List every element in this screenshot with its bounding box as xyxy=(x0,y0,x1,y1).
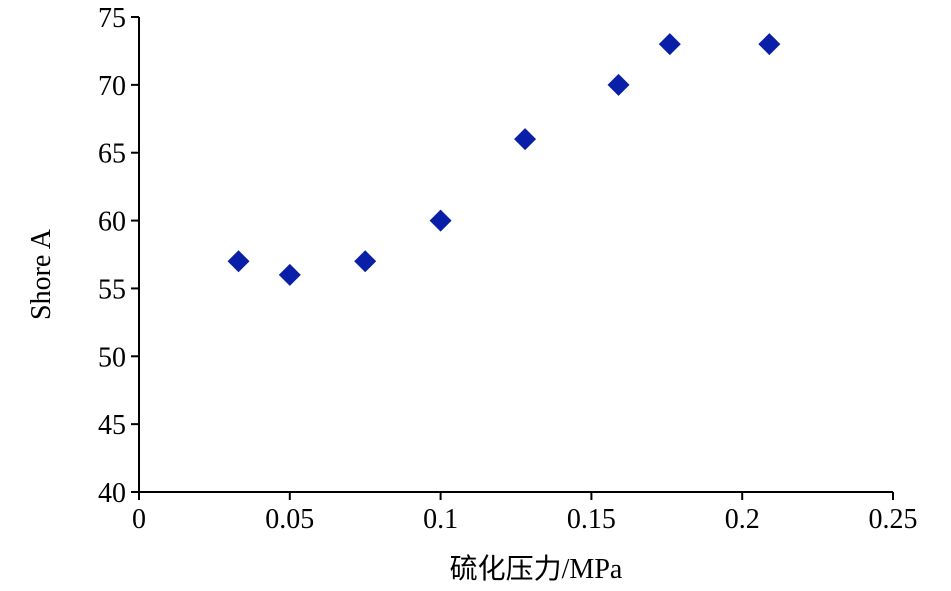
x-axis-title: 硫化压力/MPa xyxy=(450,553,623,585)
y-tick-label: 75 xyxy=(98,3,126,34)
x-ticks: 0 0.05 0.1 0.15 0.2 0.25 xyxy=(132,492,918,535)
y-tick-label: 45 xyxy=(98,410,126,441)
data-point xyxy=(607,73,630,96)
data-point xyxy=(658,33,681,56)
data-point xyxy=(227,250,250,273)
data-point xyxy=(514,128,537,151)
y-tick-label: 55 xyxy=(98,274,126,305)
y-tick-label: 40 xyxy=(98,478,126,509)
data-points xyxy=(227,33,781,286)
data-point xyxy=(278,263,301,286)
y-tick-label: 50 xyxy=(98,342,126,373)
x-tick-label: 0.1 xyxy=(423,504,458,535)
axes xyxy=(138,17,893,493)
y-tick-label: 70 xyxy=(98,71,126,102)
y-tick-label: 60 xyxy=(98,207,126,238)
y-axis-title: Shore A xyxy=(26,228,57,320)
data-point xyxy=(354,250,377,273)
x-tick-label: 0.05 xyxy=(265,504,314,535)
data-point xyxy=(758,33,781,56)
y-tick-label: 65 xyxy=(98,139,126,170)
x-tick-label: 0.15 xyxy=(567,504,616,535)
data-point xyxy=(429,209,452,232)
x-tick-label: 0.25 xyxy=(869,504,918,535)
y-ticks: 40 45 50 55 60 65 70 75 xyxy=(98,3,139,509)
x-tick-label: 0.2 xyxy=(725,504,760,535)
x-tick-label: 0 xyxy=(132,504,146,535)
